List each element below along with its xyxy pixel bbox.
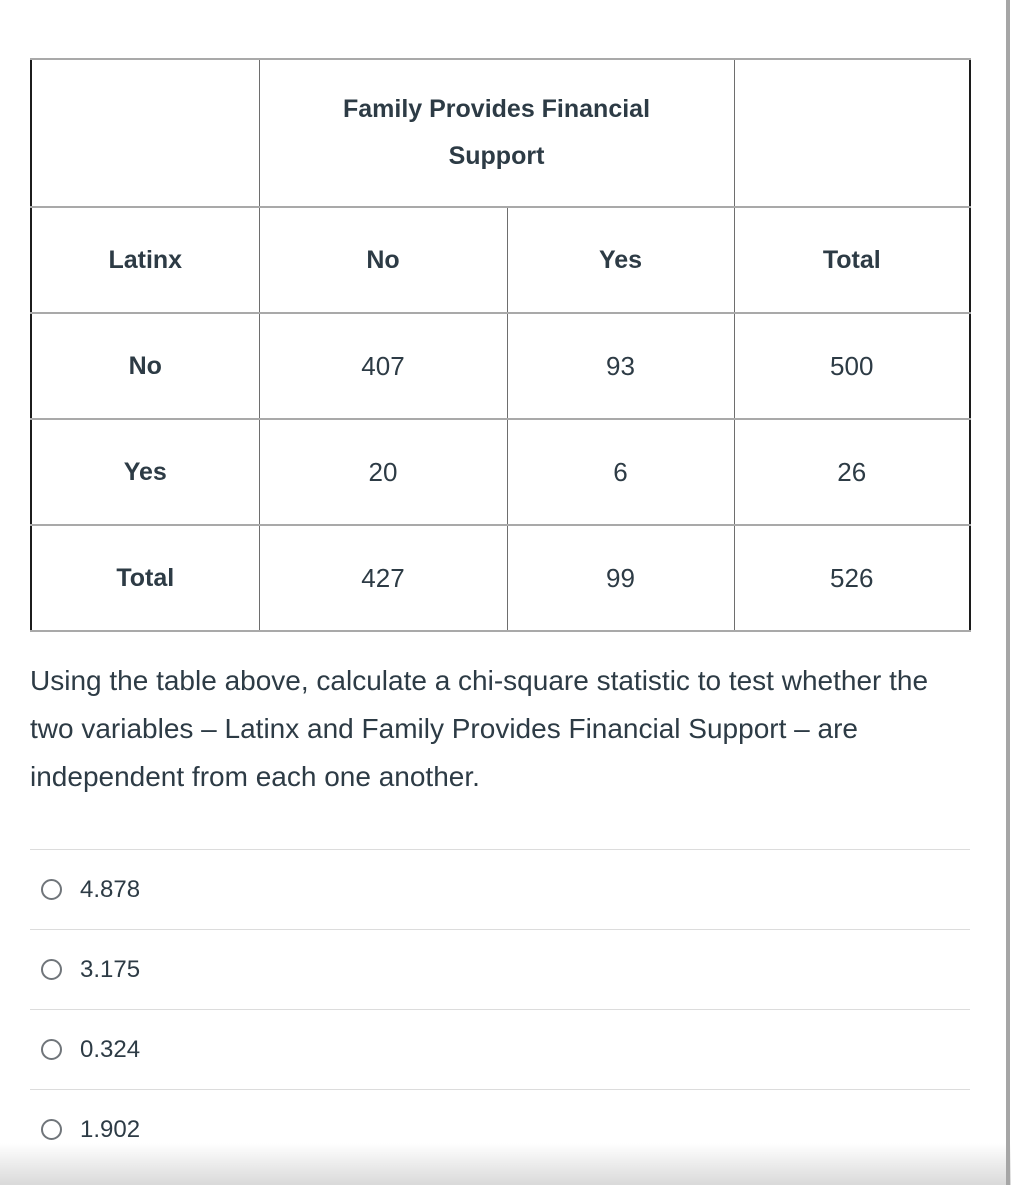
table-cell: 26 (733, 418, 971, 526)
table-cell: 93 (506, 312, 735, 420)
table-cell: 427 (258, 524, 508, 632)
table-row: Total 427 99 526 (30, 524, 971, 632)
answer-option[interactable]: 3.175 (30, 929, 970, 1009)
table-cell: 407 (258, 312, 508, 420)
radio-button-icon[interactable] (41, 1119, 62, 1140)
table-cell: 99 (506, 524, 735, 632)
table-column-header: Yes (506, 206, 735, 314)
table-empty-cell (733, 58, 971, 208)
question-text: Using the table above, calculate a chi-s… (30, 665, 929, 792)
contingency-table: Family Provides Financial Support Latinx… (30, 58, 971, 632)
radio-button-icon[interactable] (41, 879, 62, 900)
table-row-label: No (30, 312, 260, 420)
answer-option[interactable]: 4.878 (30, 849, 970, 929)
table-spanning-header-cell: Family Provides Financial Support (258, 58, 735, 208)
table-cell: 526 (733, 524, 971, 632)
table-column-header: No (258, 206, 508, 314)
spanning-header-text: Family Provides Financial Support (342, 95, 651, 170)
radio-button-icon[interactable] (41, 959, 62, 980)
table-cell: 6 (506, 418, 735, 526)
scrollbar[interactable] (1006, 0, 1010, 1185)
table-corner-empty-cell (30, 58, 260, 208)
table-column-header: Total (733, 206, 971, 314)
table-corner-label: Latinx (30, 206, 260, 314)
radio-button-icon[interactable] (41, 1039, 62, 1060)
option-label: 0.324 (80, 1035, 141, 1063)
answer-option[interactable]: 1.902 (30, 1089, 970, 1169)
table-cell: 500 (733, 312, 971, 420)
table-row: Latinx No Yes Total (30, 206, 971, 314)
option-label: 4.878 (80, 875, 141, 903)
table-row-label: Total (30, 524, 260, 632)
option-label: 3.175 (80, 955, 141, 983)
table-row: Yes 20 6 26 (30, 418, 971, 526)
answer-options-list: 4.878 3.175 0.324 1.902 (30, 849, 970, 1169)
table-row-label: Yes (30, 418, 260, 526)
table-row: No 407 93 500 (30, 312, 971, 420)
option-label: 1.902 (80, 1115, 141, 1143)
answer-option[interactable]: 0.324 (30, 1009, 970, 1089)
table-row: Family Provides Financial Support (30, 58, 971, 208)
table-cell: 20 (258, 418, 508, 526)
